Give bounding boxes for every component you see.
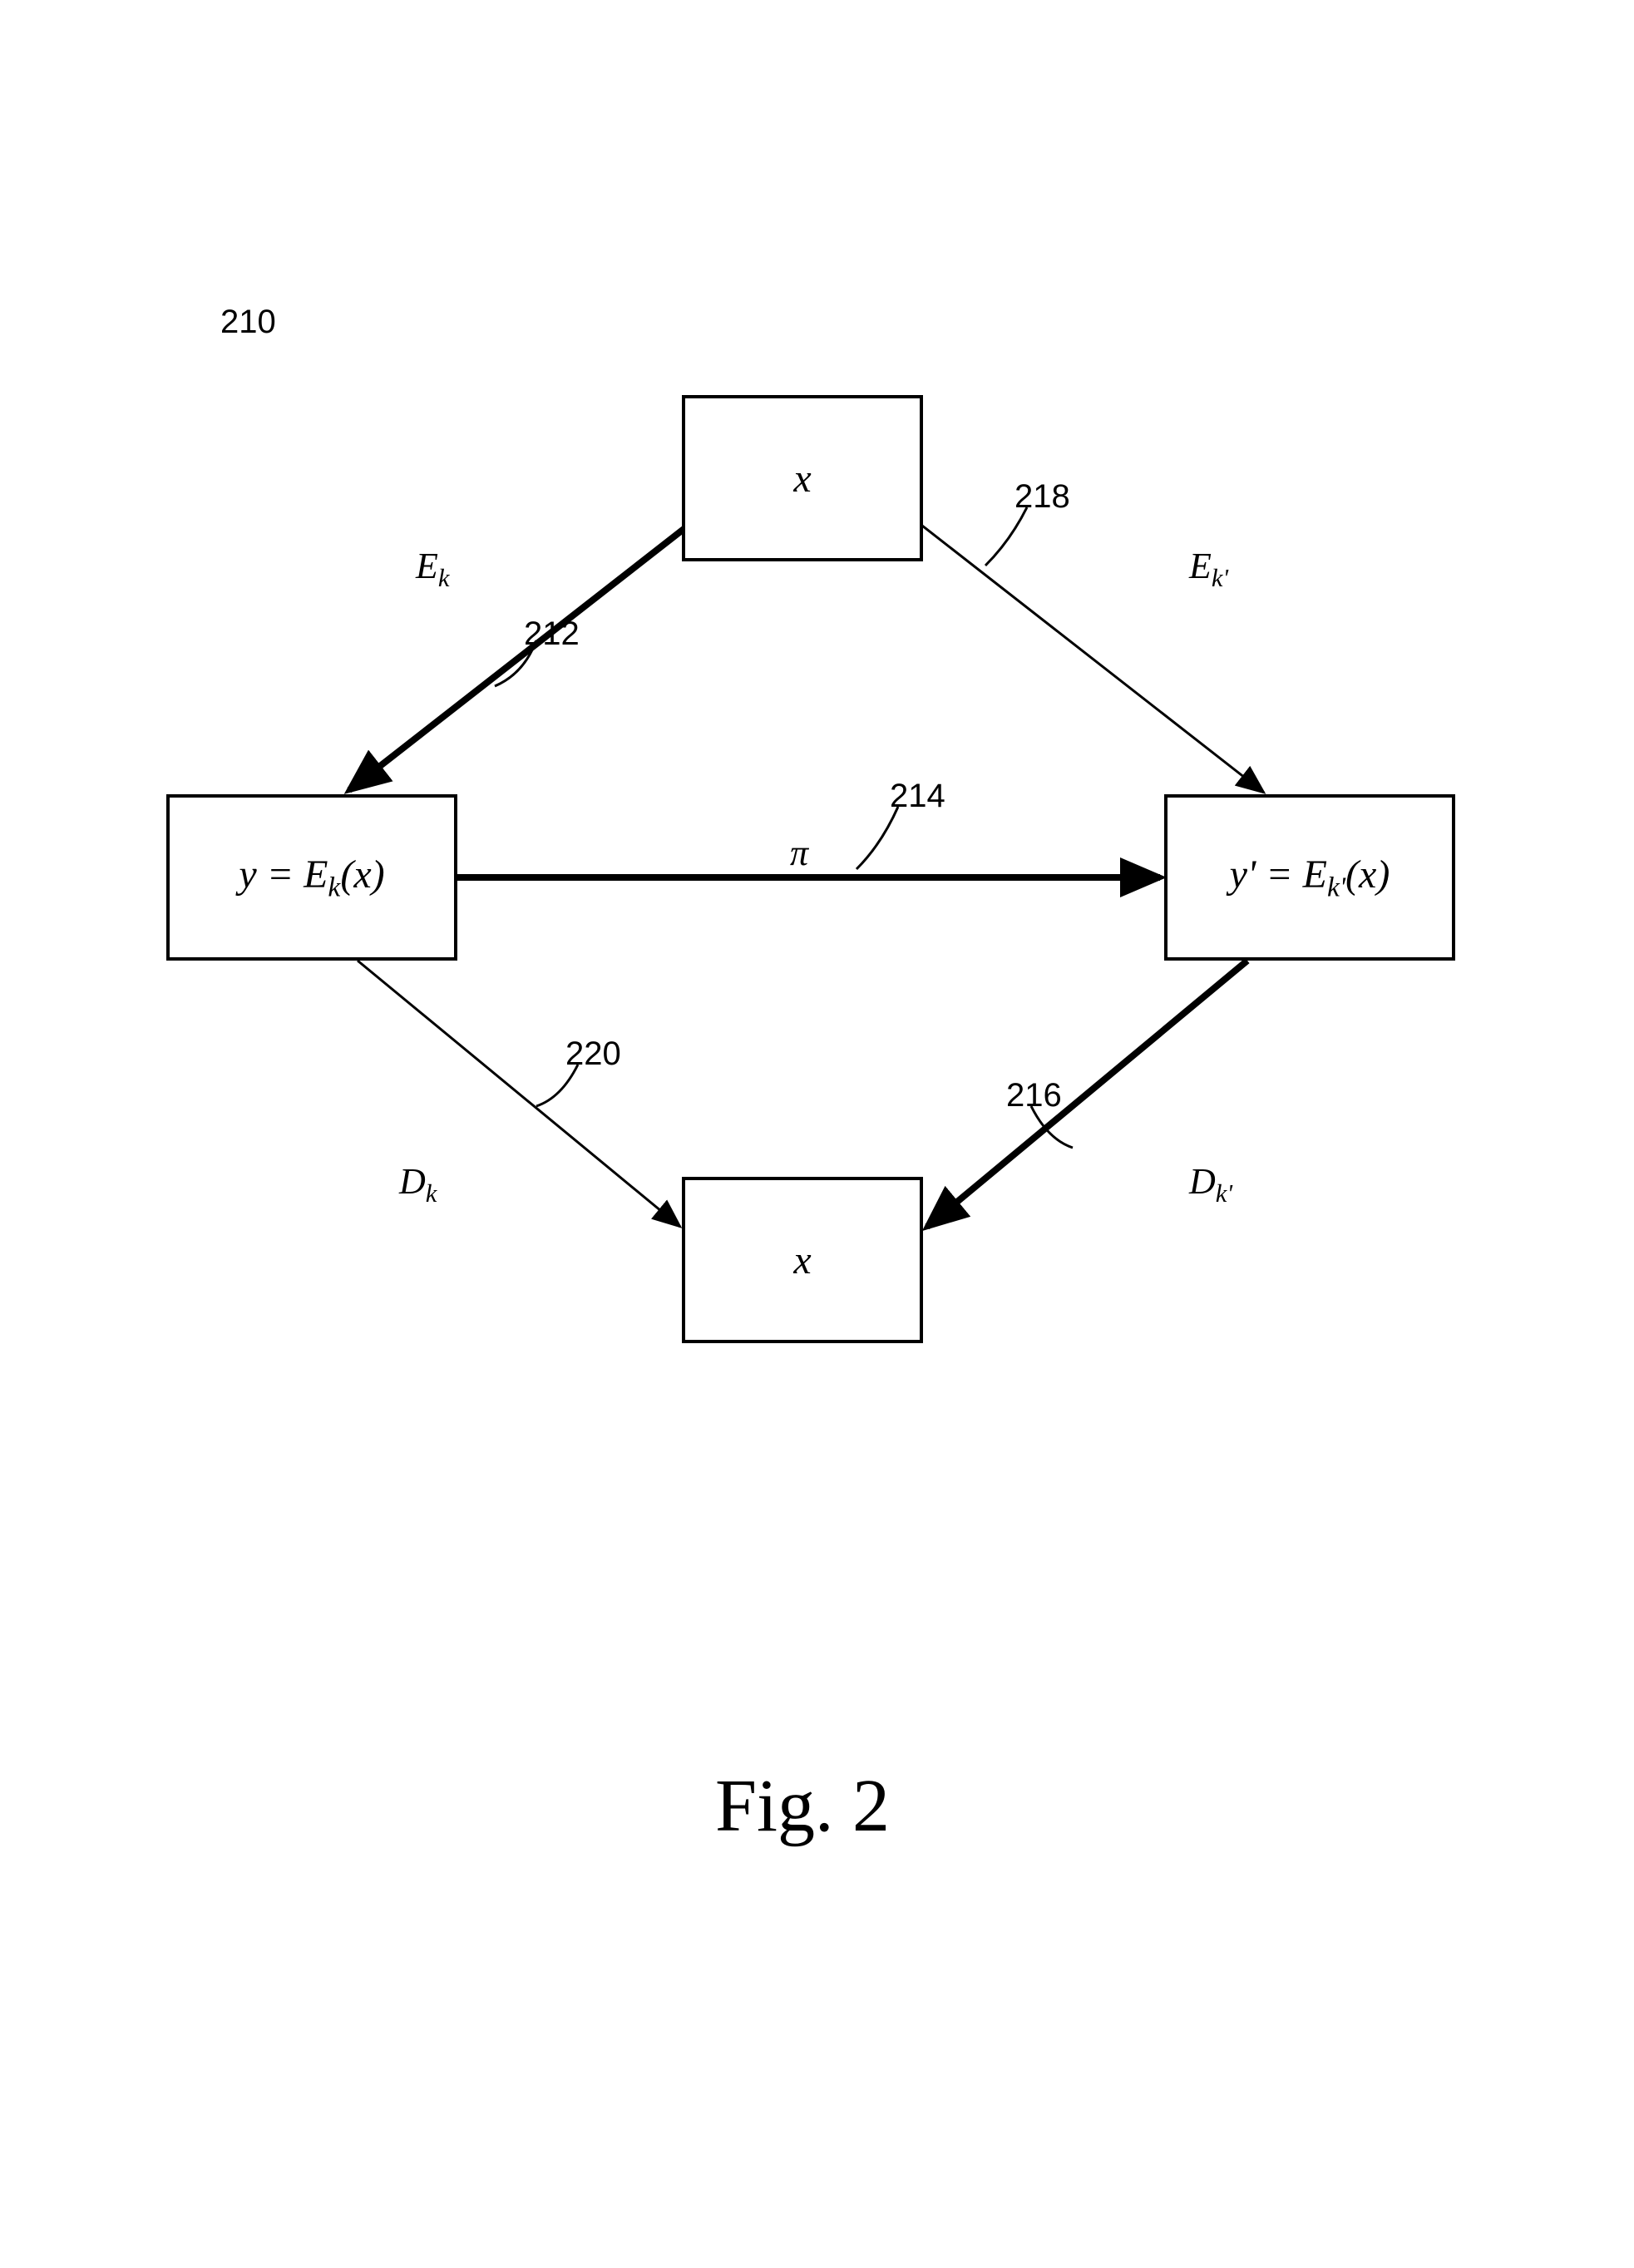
node-bottom-text: x — [793, 1238, 811, 1283]
label-dk-prime: Dk' — [1189, 1160, 1232, 1208]
node-right-text: y' = Ek'(x) — [1230, 852, 1390, 904]
ref-210: 210 — [220, 304, 276, 341]
ref-216: 216 — [1006, 1077, 1062, 1114]
ref-212: 212 — [524, 615, 580, 653]
ref-218: 218 — [1014, 478, 1070, 516]
diagram-container: 210 x y = Ek(x) y' = Ek'(x) x Ek 212 Ek'… — [166, 395, 1497, 1393]
leader-218 — [985, 507, 1027, 566]
edge-top-to-left — [349, 524, 690, 790]
ref-214: 214 — [890, 778, 945, 815]
node-left: y = Ek(x) — [166, 794, 457, 961]
node-bottom: x — [682, 1177, 923, 1343]
figure-caption: Fig. 2 — [715, 1763, 890, 1849]
node-left-text: y = Ek(x) — [239, 852, 384, 904]
node-top-text: x — [793, 456, 811, 502]
label-dk: Dk — [399, 1160, 437, 1208]
label-ek: Ek — [416, 545, 450, 593]
label-ek-prime: Ek' — [1189, 545, 1228, 593]
ref-220: 220 — [565, 1035, 621, 1073]
leader-214 — [856, 807, 898, 869]
node-top: x — [682, 395, 923, 561]
node-right: y' = Ek'(x) — [1164, 794, 1455, 961]
label-pi: π — [790, 832, 808, 874]
